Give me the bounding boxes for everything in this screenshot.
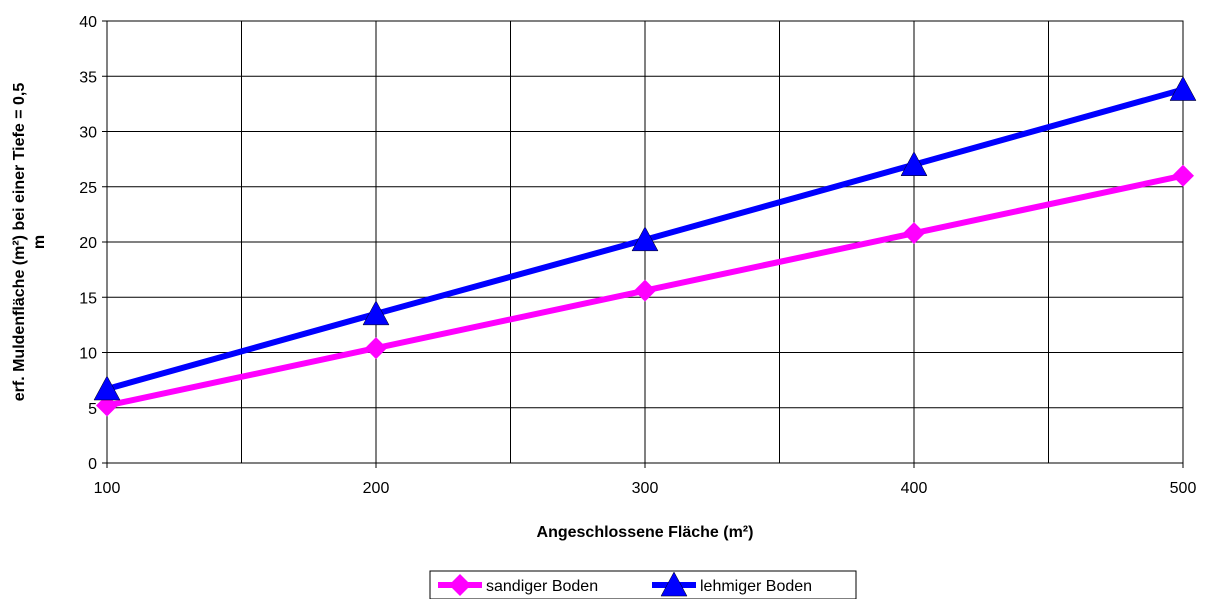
legend: sandiger Boden lehmiger Boden (429, 570, 857, 599)
y-tick-label: 20 (79, 235, 97, 252)
legend-item-2: lehmiger Boden (652, 571, 812, 597)
x-tick-label: 100 (94, 480, 121, 497)
data-point (1169, 75, 1197, 101)
data-point (365, 337, 387, 360)
legend-marker (660, 571, 688, 597)
x-tick-label: 500 (1170, 480, 1197, 497)
series-group (93, 75, 1197, 417)
legend-marker (449, 574, 471, 596)
legend-item-1: sandiger Boden (438, 574, 598, 596)
x-axis-ticks: 100 200 300 400 500 (94, 463, 1197, 497)
legend-box (429, 570, 857, 599)
x-tick-label: 400 (901, 480, 928, 497)
y-tick-label: 25 (79, 180, 97, 197)
legend-label: sandiger Boden (486, 578, 598, 595)
y-axis-ticks: 0 5 10 15 20 25 30 35 40 (79, 14, 107, 473)
y-tick-label: 40 (79, 14, 97, 31)
y-tick-label: 10 (79, 346, 97, 363)
y-tick-label: 0 (88, 456, 97, 473)
data-point (362, 300, 390, 326)
series-2 (93, 75, 1197, 401)
y-tick-label: 30 (79, 125, 97, 142)
y-tick-label: 35 (79, 69, 97, 86)
y-axis-title-line2: m (31, 235, 48, 249)
data-point (903, 222, 925, 245)
x-axis-title: Angeschlossene Fläche (m²) (537, 524, 754, 541)
data-point (634, 279, 656, 302)
data-point (900, 151, 928, 176)
y-tick-label: 5 (88, 401, 97, 418)
data-point (1172, 164, 1194, 187)
x-tick-label: 200 (363, 480, 390, 497)
data-point (93, 375, 121, 401)
data-point (631, 226, 659, 252)
legend-label: lehmiger Boden (700, 578, 812, 595)
y-tick-label: 15 (79, 290, 97, 307)
y-axis-title-line1: erf. Muldenfläche (m²) bei einer Tiefe =… (11, 83, 28, 402)
x-tick-label: 300 (632, 480, 659, 497)
